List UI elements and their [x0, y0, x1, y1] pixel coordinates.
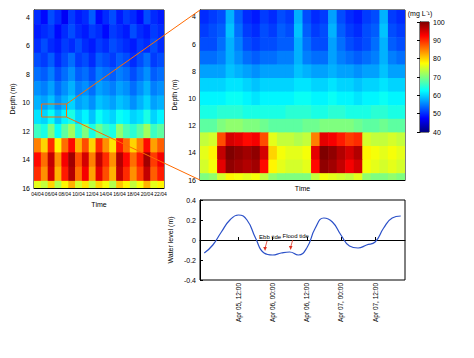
svg-text:12: 12	[188, 122, 196, 129]
svg-text:Depth (m): Depth (m)	[9, 83, 17, 114]
svg-text:14: 14	[22, 156, 30, 163]
svg-text:80: 80	[433, 55, 441, 62]
svg-text:90: 90	[433, 37, 441, 44]
svg-text:10: 10	[22, 99, 30, 106]
svg-text:0.2: 0.2	[186, 217, 196, 224]
svg-text:Depth (m): Depth (m)	[171, 79, 179, 110]
svg-text:04/04: 04/04	[31, 191, 44, 197]
svg-text:0.4: 0.4	[186, 197, 196, 204]
svg-text:Flood tide: Flood tide	[283, 233, 310, 239]
svg-text:Time: Time	[91, 201, 106, 208]
svg-text:6: 6	[26, 42, 30, 49]
svg-text:50: 50	[433, 110, 441, 117]
svg-text:100: 100	[433, 19, 445, 26]
svg-text:06/04: 06/04	[45, 191, 58, 197]
svg-text:Apr 07, 12:00: Apr 07, 12:00	[372, 283, 380, 322]
svg-text:6: 6	[192, 41, 196, 48]
svg-text:-0.2: -0.2	[184, 257, 196, 264]
svg-text:Apr 07, 00:00: Apr 07, 00:00	[337, 283, 345, 322]
svg-text:16: 16	[22, 185, 30, 192]
svg-text:10/04: 10/04	[72, 191, 85, 197]
svg-text:12/04: 12/04	[86, 191, 99, 197]
svg-text:Apr 06, 00:00: Apr 06, 00:00	[269, 283, 277, 322]
svg-text:Water level (m): Water level (m)	[167, 216, 175, 263]
svg-text:4: 4	[26, 14, 30, 21]
svg-text:Ebb tide: Ebb tide	[259, 234, 282, 240]
svg-text:8: 8	[26, 71, 30, 78]
svg-text:Time: Time	[295, 185, 310, 192]
svg-text:8: 8	[192, 68, 196, 75]
svg-text:40: 40	[433, 129, 441, 136]
svg-text:08/04: 08/04	[59, 191, 72, 197]
svg-text:70: 70	[433, 74, 441, 81]
svg-text:16: 16	[188, 176, 196, 184]
svg-text:-0.4: -0.4	[184, 277, 196, 284]
svg-text:60: 60	[433, 92, 441, 99]
svg-text:(mg L⁻¹): (mg L⁻¹)	[408, 10, 433, 18]
svg-text:4: 4	[192, 13, 196, 21]
svg-text:20/04: 20/04	[141, 191, 154, 197]
svg-text:16/04: 16/04	[113, 191, 126, 197]
svg-text:14: 14	[188, 149, 196, 156]
svg-text:12: 12	[22, 128, 30, 135]
svg-text:Apr 05, 12:00: Apr 05, 12:00	[235, 283, 243, 322]
svg-text:0: 0	[192, 237, 196, 244]
svg-text:10: 10	[188, 95, 196, 102]
svg-text:22/04: 22/04	[154, 191, 167, 197]
svg-text:14/04: 14/04	[100, 191, 113, 197]
svg-text:18/04: 18/04	[127, 191, 140, 197]
svg-text:Apr 06, 12:00: Apr 06, 12:00	[303, 283, 311, 322]
